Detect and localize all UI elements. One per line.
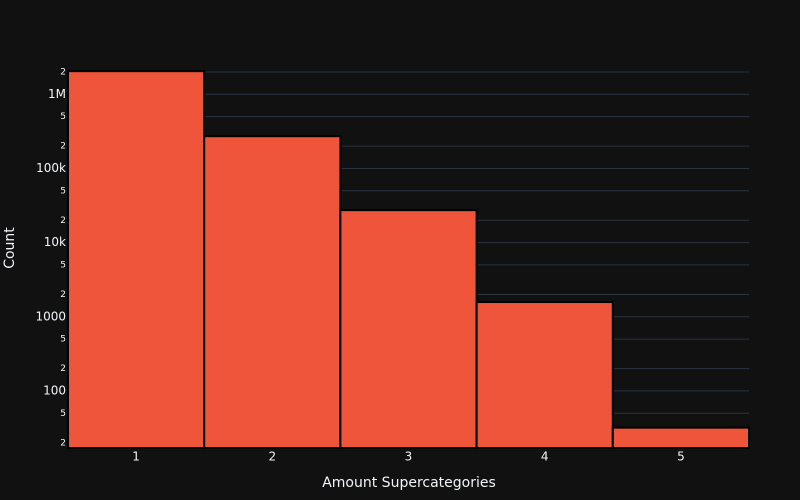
y-tick-label: 5 xyxy=(60,186,66,196)
x-tick-label: 4 xyxy=(541,450,549,464)
y-tick-label: 5 xyxy=(60,112,66,122)
y-tick-label: 5 xyxy=(60,335,66,345)
x-axis-title: Amount Supercategories xyxy=(322,475,496,491)
y-tick-label: 5 xyxy=(60,409,66,419)
x-tick-label: 2 xyxy=(268,450,276,464)
y-tick-label: 2 xyxy=(60,142,66,152)
x-tick-label: 1 xyxy=(132,450,140,464)
bar xyxy=(339,209,478,449)
bar xyxy=(475,301,614,449)
bar xyxy=(67,70,206,450)
y-axis-title: Count xyxy=(2,227,18,269)
y-tick-label: 2 xyxy=(60,364,66,374)
y-tick-label: 2 xyxy=(60,290,66,300)
y-tick-label: 100 xyxy=(43,383,66,397)
y-tick-label: 5 xyxy=(60,260,66,270)
bar xyxy=(203,135,342,449)
x-tick-label: 5 xyxy=(677,450,685,464)
y-tick-label: 2 xyxy=(60,438,66,448)
y-tick-label: 1000 xyxy=(35,309,66,323)
y-tick-label: 1M xyxy=(48,87,66,101)
y-tick-label: 2 xyxy=(60,216,66,226)
y-tick-label: 2 xyxy=(60,67,66,77)
bar xyxy=(611,426,750,449)
x-tick-label: 3 xyxy=(405,450,413,464)
y-tick-label: 10k xyxy=(44,235,66,249)
y-tick-label: 100k xyxy=(36,161,66,175)
